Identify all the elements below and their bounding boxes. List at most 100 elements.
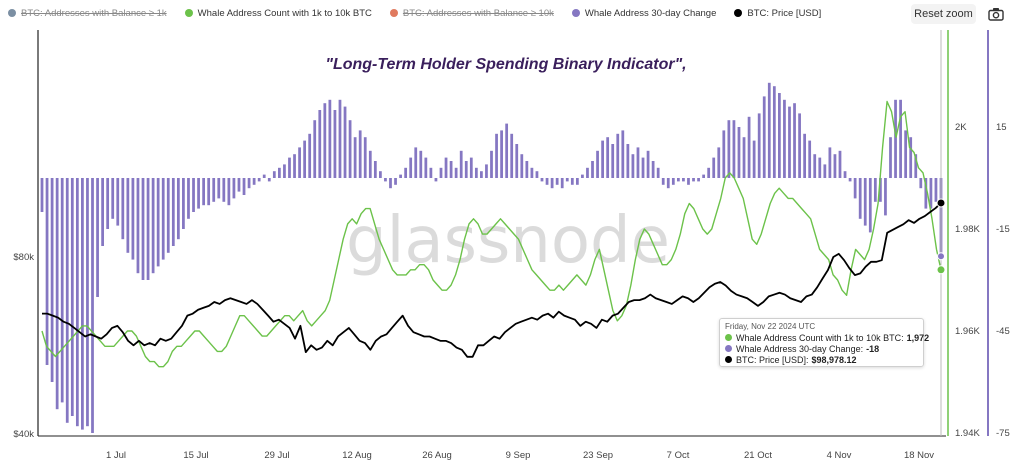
tooltip-label: BTC: Price [USD]:	[736, 354, 809, 365]
bar	[247, 178, 251, 189]
bar	[293, 154, 296, 178]
bar	[343, 106, 347, 178]
tooltip-value: 1,972	[906, 332, 930, 343]
bar	[237, 178, 241, 192]
bar	[358, 130, 362, 178]
bar	[146, 178, 150, 280]
legend-item-2[interactable]: BTC: Addresses with Balance ≥ 10k	[389, 8, 554, 19]
bar	[601, 140, 604, 178]
bar	[692, 178, 695, 182]
bar	[570, 178, 574, 185]
bar	[464, 161, 468, 178]
tooltip-swatch	[725, 345, 732, 352]
bar	[379, 171, 382, 178]
bar	[904, 130, 908, 178]
legend-swatch	[389, 9, 398, 17]
bar	[419, 150, 423, 178]
tooltip-swatch	[725, 356, 732, 363]
reset-zoom-button[interactable]: Reset zoom	[911, 4, 976, 24]
bar	[262, 174, 266, 178]
bar	[762, 96, 766, 178]
legend-item-4[interactable]: BTC: Price [USD]	[734, 8, 821, 19]
bar	[626, 144, 630, 178]
bar	[591, 161, 594, 178]
bar	[646, 150, 650, 178]
x-tick-label: 15 Jul	[183, 450, 208, 461]
bar	[919, 178, 923, 189]
bar	[96, 178, 99, 297]
left-tick-label: $40k	[13, 429, 34, 440]
bar	[793, 103, 796, 178]
bar	[934, 178, 938, 202]
bar	[702, 174, 705, 178]
bar	[747, 116, 751, 178]
bar	[772, 86, 776, 178]
bar	[202, 178, 205, 206]
bar	[373, 161, 377, 178]
bar	[323, 103, 327, 178]
bar	[101, 178, 104, 246]
bar	[530, 167, 534, 178]
bar	[217, 178, 221, 199]
bar	[788, 106, 791, 178]
x-tick-label: 9 Sep	[506, 450, 531, 461]
bar	[732, 120, 736, 178]
legend-item-1[interactable]: Whale Address Count with 1k to 10k BTC	[184, 7, 372, 19]
bar	[384, 178, 387, 182]
bar	[222, 178, 226, 202]
bar	[586, 167, 589, 178]
bar	[141, 178, 145, 280]
bar	[752, 140, 756, 178]
legend-item-3[interactable]: Whale Address 30-day Change	[571, 8, 716, 19]
bar	[480, 171, 483, 178]
bar	[540, 178, 544, 182]
tooltip: Friday, Nov 22 2024 UTC Whale Address Co…	[719, 318, 929, 367]
bar	[767, 82, 771, 178]
bar	[520, 154, 524, 178]
bar	[444, 157, 448, 178]
bar	[924, 178, 928, 209]
bar	[136, 178, 140, 274]
legend-item-0[interactable]: BTC: Addresses with Balance ≥ 1k	[8, 8, 167, 19]
watermark: glassnode	[346, 204, 670, 278]
bar	[232, 178, 236, 199]
tooltip-row-1: Whale Address 30-day Change: -18	[725, 343, 918, 354]
bar	[267, 178, 271, 182]
legend-swatch	[571, 9, 580, 17]
tooltip-label: Whale Address Count with 1k to 10k BTC:	[736, 332, 904, 343]
bar	[676, 178, 680, 182]
bar	[126, 178, 130, 253]
bar	[661, 178, 665, 185]
right-tick-label-change: -15	[996, 224, 1010, 235]
bar	[838, 150, 842, 178]
bar	[242, 178, 246, 195]
bar	[525, 161, 529, 178]
legend-label: Whale Address Count with 1k to 10k BTC	[197, 7, 372, 19]
bar	[278, 167, 281, 178]
btc-price-path	[42, 202, 942, 358]
bar	[575, 178, 579, 185]
whale-change-bars	[40, 82, 943, 433]
left-tick-label: $80k	[13, 252, 34, 263]
bar	[581, 174, 584, 178]
bar	[434, 178, 438, 182]
bar	[257, 178, 261, 182]
bar	[81, 178, 84, 430]
bar	[727, 120, 731, 178]
bar	[858, 178, 862, 219]
bar	[798, 113, 801, 178]
x-tick-label: 29 Jul	[264, 450, 289, 461]
bar	[227, 178, 231, 206]
bar	[722, 130, 726, 178]
bar	[621, 130, 625, 178]
bar	[45, 178, 49, 365]
bar	[207, 178, 211, 206]
camera-icon[interactable]	[988, 7, 1004, 21]
bar	[308, 133, 312, 178]
bar	[555, 178, 559, 185]
whale-count-path	[41, 100, 942, 368]
bar	[161, 178, 165, 260]
bar	[550, 178, 554, 189]
bar	[106, 178, 110, 229]
bar	[697, 178, 700, 182]
